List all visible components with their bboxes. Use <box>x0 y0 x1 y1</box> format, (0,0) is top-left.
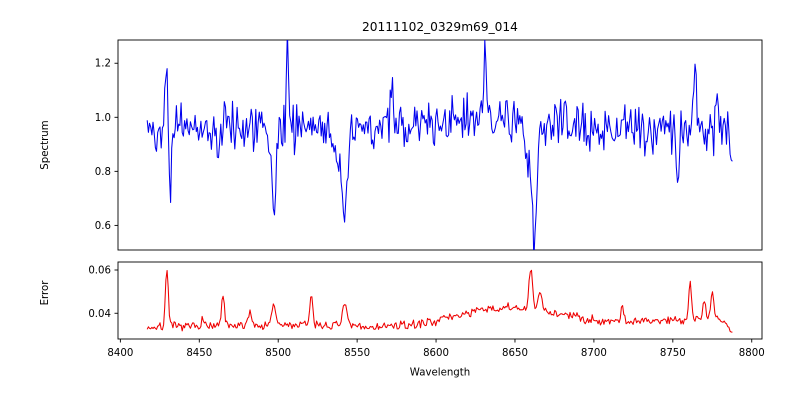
x-tick-label: 8550 <box>344 348 370 359</box>
figure-title: 20111102_0329m69_014 <box>362 20 518 34</box>
x-axis-label: Wavelength <box>410 368 470 379</box>
y-tick-label: 0.8 <box>95 167 111 178</box>
error-panel-frame <box>117 261 763 340</box>
x-tick-label: 8600 <box>423 348 449 359</box>
y-tick-label: 0.6 <box>95 221 111 232</box>
x-tick-label: 8450 <box>186 348 212 359</box>
x-tick-label: 8650 <box>502 348 528 359</box>
x-tick-label: 8800 <box>739 348 765 359</box>
spectrum-y-axis-label: Spectrum <box>40 120 51 169</box>
axes-frames <box>117 39 763 340</box>
y-tick-label: 1.0 <box>95 113 111 124</box>
x-tick-label: 8500 <box>265 348 291 359</box>
x-tick-label: 8400 <box>107 348 133 359</box>
y-tick-label: 1.2 <box>95 59 111 70</box>
y-tick-label: 0.04 <box>88 309 111 320</box>
y-tick-label: 0.06 <box>88 266 111 277</box>
series-lines <box>146 40 733 333</box>
x-tick-label: 8750 <box>660 348 686 359</box>
x-tick-label: 8700 <box>581 348 607 359</box>
error-y-axis-label: Error <box>40 280 51 306</box>
axis-ticks: 0.6 0.8 1.0 1.2 0.04 0.06 8400 8450 8500 8550 8600… <box>88 59 764 359</box>
spectrum-series-line <box>146 40 733 250</box>
spectrum-panel-frame <box>117 39 763 251</box>
error-series-line <box>146 269 733 333</box>
